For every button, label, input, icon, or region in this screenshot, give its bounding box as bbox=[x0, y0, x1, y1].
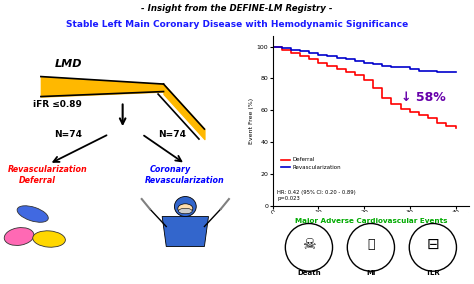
Text: 🫀: 🫀 bbox=[367, 238, 374, 251]
Circle shape bbox=[174, 197, 196, 216]
Ellipse shape bbox=[179, 208, 192, 214]
Text: iFR ≤0.89: iFR ≤0.89 bbox=[33, 100, 82, 108]
Text: LMD: LMD bbox=[55, 59, 82, 68]
FancyBboxPatch shape bbox=[271, 210, 471, 283]
Text: MI: MI bbox=[366, 270, 375, 276]
Text: ↓ 58%: ↓ 58% bbox=[401, 91, 446, 104]
Circle shape bbox=[409, 224, 456, 271]
Polygon shape bbox=[162, 216, 209, 247]
Ellipse shape bbox=[33, 231, 65, 247]
Ellipse shape bbox=[4, 227, 34, 245]
Circle shape bbox=[285, 224, 333, 271]
Text: ⊟: ⊟ bbox=[427, 237, 439, 252]
Text: TLR: TLR bbox=[426, 270, 440, 276]
Text: Revascularization: Revascularization bbox=[8, 164, 88, 174]
Text: Stable Left Main Coronary Disease with Hemodynamic Significance: Stable Left Main Coronary Disease with H… bbox=[66, 20, 408, 30]
Text: Revascularization: Revascularization bbox=[145, 176, 224, 185]
Legend: Deferral, Revascularization: Deferral, Revascularization bbox=[279, 155, 344, 172]
Text: N=74: N=74 bbox=[158, 130, 186, 139]
Text: ☠: ☠ bbox=[302, 237, 316, 252]
Ellipse shape bbox=[17, 206, 48, 222]
X-axis label: Time Since Procedure, Months: Time Since Procedure, Months bbox=[323, 218, 419, 223]
Y-axis label: Event Free (%): Event Free (%) bbox=[249, 98, 254, 144]
Text: Deferral: Deferral bbox=[19, 176, 56, 185]
Text: Major Adverse Cardiovascular Events: Major Adverse Cardiovascular Events bbox=[295, 218, 447, 224]
Text: HR: 0.42 (95% CI: 0.20 - 0.89)
p=0.023: HR: 0.42 (95% CI: 0.20 - 0.89) p=0.023 bbox=[277, 189, 356, 201]
Text: N=74: N=74 bbox=[55, 130, 82, 139]
Text: Coronary: Coronary bbox=[150, 164, 191, 174]
Circle shape bbox=[347, 224, 394, 271]
Ellipse shape bbox=[178, 204, 193, 213]
Text: Death: Death bbox=[297, 270, 321, 276]
Text: - Insight from the DEFINE-LM Registry -: - Insight from the DEFINE-LM Registry - bbox=[141, 4, 333, 13]
